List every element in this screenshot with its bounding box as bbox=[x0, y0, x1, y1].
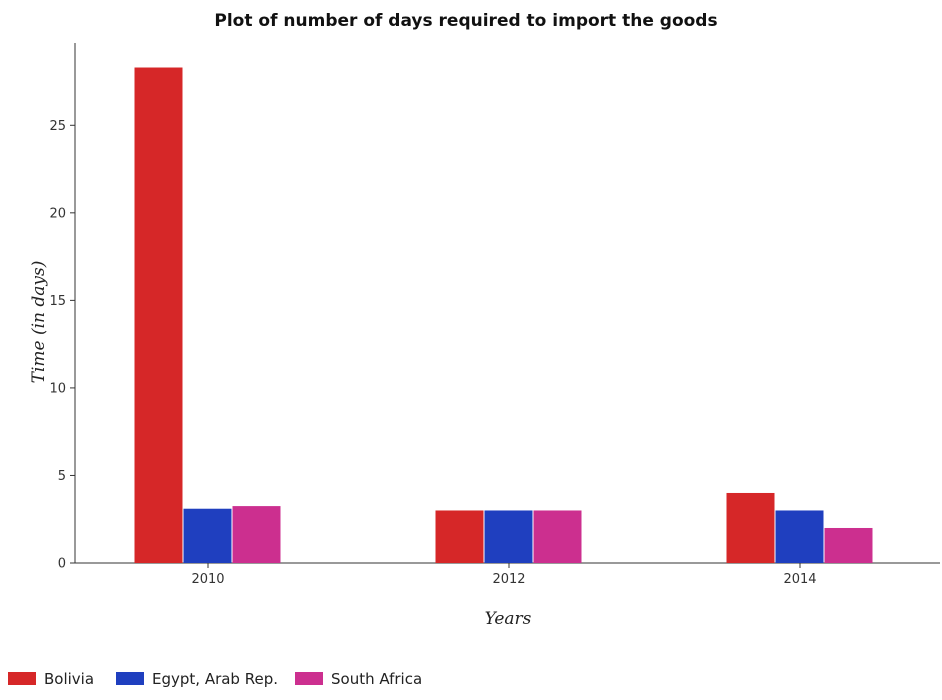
bar-egypt-arab-rep--2014 bbox=[775, 510, 824, 563]
y-tick-label: 15 bbox=[49, 294, 66, 309]
legend-label: Egypt, Arab Rep. bbox=[152, 670, 278, 688]
bar-bolivia-2014 bbox=[726, 492, 775, 563]
bar-south-africa-2010 bbox=[232, 506, 281, 563]
x-tick-label: 2014 bbox=[783, 572, 816, 587]
bar-egypt-arab-rep--2010 bbox=[183, 508, 232, 563]
bar-egypt-arab-rep--2012 bbox=[484, 510, 533, 563]
x-axis-label: Years bbox=[485, 609, 532, 629]
x-tick-label: 2012 bbox=[492, 572, 525, 587]
y-tick-label: 5 bbox=[58, 469, 66, 484]
bar-south-africa-2012 bbox=[533, 510, 582, 563]
y-axis-label: Time (in days) bbox=[29, 261, 49, 384]
x-tick-label: 2010 bbox=[191, 572, 224, 587]
plot-area: 0 5 10 15 20 25 2010 2012 2014 bbox=[49, 43, 940, 587]
y-tick-label: 10 bbox=[49, 381, 66, 396]
legend-swatch-bolivia bbox=[8, 672, 36, 685]
legend: Bolivia Egypt, Arab Rep. South Africa bbox=[8, 670, 422, 688]
bar-south-africa-2014 bbox=[824, 527, 873, 563]
y-tick-label: 25 bbox=[49, 119, 66, 134]
chart-title: Plot of number of days required to impor… bbox=[214, 11, 717, 31]
y-tick-label: 20 bbox=[49, 206, 66, 221]
bar-bolivia-2010 bbox=[134, 67, 183, 564]
y-tick-label: 0 bbox=[58, 557, 66, 572]
legend-label: Bolivia bbox=[44, 670, 94, 688]
legend-swatch-south-africa bbox=[295, 672, 323, 685]
legend-label: South Africa bbox=[331, 670, 422, 688]
legend-swatch-egypt-arab-rep- bbox=[116, 672, 144, 685]
bar-bolivia-2012 bbox=[435, 510, 484, 563]
